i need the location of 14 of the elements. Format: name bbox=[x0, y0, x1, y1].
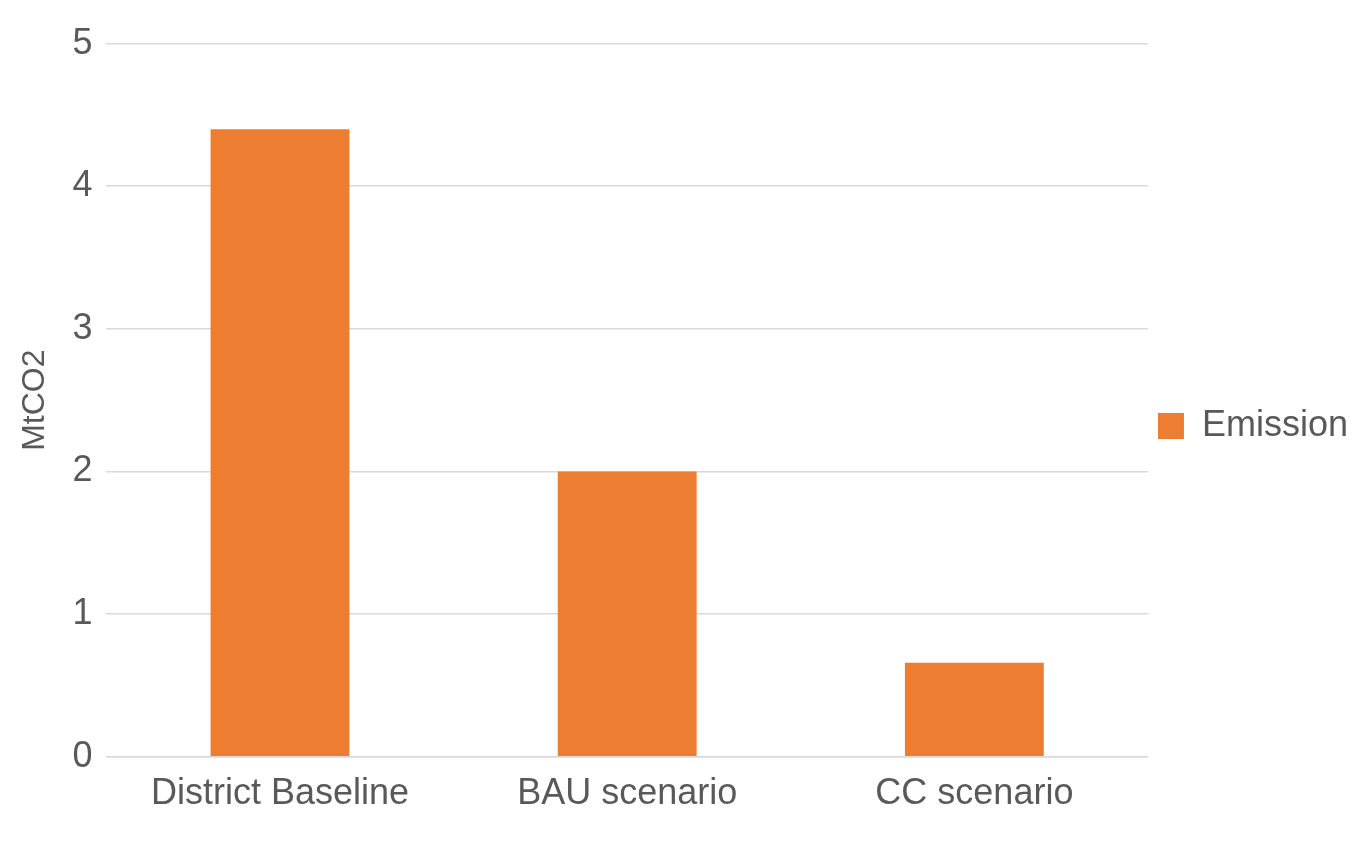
x-tick-label: BAU scenario bbox=[517, 771, 738, 813]
bar bbox=[210, 129, 350, 757]
y-tick-label: 5 bbox=[72, 20, 93, 62]
y-tick-label: 1 bbox=[72, 591, 93, 633]
y-tick-label: 2 bbox=[72, 448, 93, 490]
legend-label: Emission bbox=[1201, 402, 1349, 444]
y-tick-label: 3 bbox=[72, 305, 93, 347]
bar bbox=[904, 662, 1044, 757]
y-tick-label: 0 bbox=[72, 733, 93, 775]
bar bbox=[557, 471, 697, 757]
x-tick-label: CC scenario bbox=[875, 771, 1074, 813]
y-tick-label: 4 bbox=[72, 163, 93, 205]
x-tick-label: District Baseline bbox=[150, 771, 410, 813]
y-axis-title: MtCO2 bbox=[15, 349, 52, 451]
